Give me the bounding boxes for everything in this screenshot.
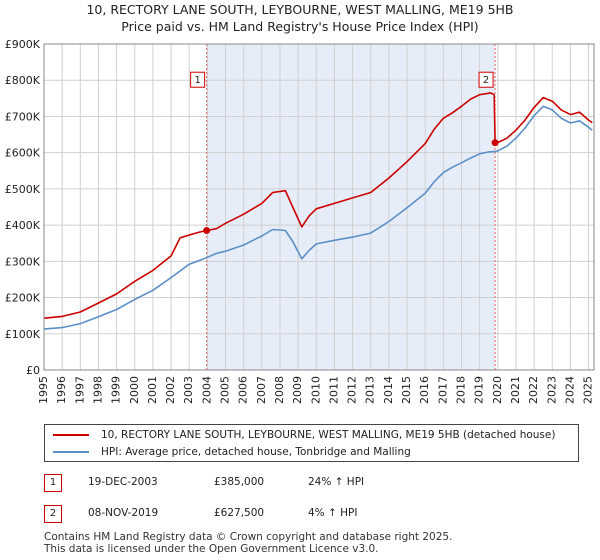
chart-title: 10, RECTORY LANE SOUTH, LEYBOURNE, WEST … xyxy=(86,2,514,17)
x-tick-label: 2022 xyxy=(527,376,540,404)
footer-copyright: Contains HM Land Registry data © Crown c… xyxy=(44,531,453,543)
transaction-row: 2 08-NOV-2019 £627,500 4% ↑ HPI xyxy=(44,505,584,523)
footer-licence: This data is licensed under the Open Gov… xyxy=(44,543,379,555)
transaction-price: £627,500 xyxy=(214,507,265,519)
x-tick-label: 2014 xyxy=(382,376,395,404)
transaction-row: 1 19-DEC-2003 £385,000 24% ↑ HPI xyxy=(44,474,584,492)
x-tick-label: 1999 xyxy=(110,376,123,404)
y-tick-label: £700K xyxy=(5,110,41,123)
x-tick-label: 1996 xyxy=(55,376,68,404)
sale-point xyxy=(203,227,211,235)
y-tick-label: £400K xyxy=(5,219,41,232)
transaction-marker-1: 1 xyxy=(44,474,62,492)
x-tick-label: 2000 xyxy=(128,376,141,404)
x-tick-label: 1995 xyxy=(37,376,50,404)
transaction-hpi-change: 24% ↑ HPI xyxy=(308,476,365,488)
x-tick-label: 2010 xyxy=(309,376,322,404)
x-tick-label: 1998 xyxy=(91,376,104,404)
x-tick-label: 2013 xyxy=(364,376,377,404)
x-tick-label: 2007 xyxy=(255,376,268,404)
legend-swatch-property xyxy=(53,434,89,436)
x-tick-label: 2003 xyxy=(182,376,195,404)
x-tick-label: 2009 xyxy=(291,376,304,404)
x-tick-label: 2004 xyxy=(200,376,213,404)
x-tick-label: 2025 xyxy=(582,376,595,404)
x-tick-label: 2016 xyxy=(418,376,431,404)
legend-swatch-hpi xyxy=(53,451,89,453)
transaction-price: £385,000 xyxy=(214,476,265,488)
annotation-label: 1 xyxy=(194,75,200,86)
x-tick-label: 2006 xyxy=(237,376,250,404)
price-chart: £0 £100K £200K £300K £400K £500K £600K £700K £80… xyxy=(5,38,595,404)
y-tick-label: £800K xyxy=(5,74,41,87)
x-tick-label: 2019 xyxy=(473,376,486,404)
legend-entry-property: 10, RECTORY LANE SOUTH, LEYBOURNE, WEST … xyxy=(53,427,555,443)
legend: 10, RECTORY LANE SOUTH, LEYBOURNE, WEST … xyxy=(44,424,579,462)
legend-label-property: 10, RECTORY LANE SOUTH, LEYBOURNE, WEST … xyxy=(101,429,556,441)
x-tick-label: 2002 xyxy=(164,376,177,404)
x-tick-label: 2005 xyxy=(219,376,232,404)
y-tick-label: £600K xyxy=(5,147,41,160)
legend-label-hpi: HPI: Average price, detached house, Tonb… xyxy=(101,446,411,458)
y-tick-label: £300K xyxy=(5,255,41,268)
y-tick-label: £900K xyxy=(5,38,41,51)
x-tick-label: 2024 xyxy=(563,376,576,404)
y-tick-label: £500K xyxy=(5,183,41,196)
price-paid-series-line xyxy=(43,92,593,319)
x-tick-label: 2012 xyxy=(346,376,359,404)
transaction-hpi-change: 4% ↑ HPI xyxy=(308,507,358,519)
legend-entry-hpi: HPI: Average price, detached house, Tonb… xyxy=(53,444,411,460)
plot-border xyxy=(43,43,595,371)
transaction-date: 19-DEC-2003 xyxy=(88,476,158,488)
annotation-box xyxy=(478,71,494,88)
hpi-series-line xyxy=(43,105,593,330)
transaction-marker-2: 2 xyxy=(44,505,62,523)
x-tick-label: 2008 xyxy=(273,376,286,404)
y-tick-label: £200K xyxy=(5,292,41,305)
y-tick-label: £0 xyxy=(26,364,40,377)
ownership-period-shading xyxy=(206,44,496,370)
x-tick-label: 1997 xyxy=(73,376,86,404)
x-tick-label: 2017 xyxy=(436,376,449,404)
x-tick-label: 2001 xyxy=(146,376,159,404)
transaction-date: 08-NOV-2019 xyxy=(88,507,159,519)
chart-subtitle: Price paid vs. HM Land Registry's House … xyxy=(121,19,479,34)
x-tick-label: 2011 xyxy=(327,376,340,404)
x-tick-label: 2015 xyxy=(400,376,413,404)
x-tick-label: 2018 xyxy=(454,376,467,404)
y-tick-label: £100K xyxy=(5,328,41,341)
sale-point xyxy=(491,139,499,147)
x-tick-label: 2020 xyxy=(491,376,504,404)
x-tick-label: 2023 xyxy=(545,376,558,404)
annotation-box xyxy=(190,71,206,88)
x-tick-label: 2021 xyxy=(509,376,522,404)
annotation-label: 2 xyxy=(483,75,489,86)
